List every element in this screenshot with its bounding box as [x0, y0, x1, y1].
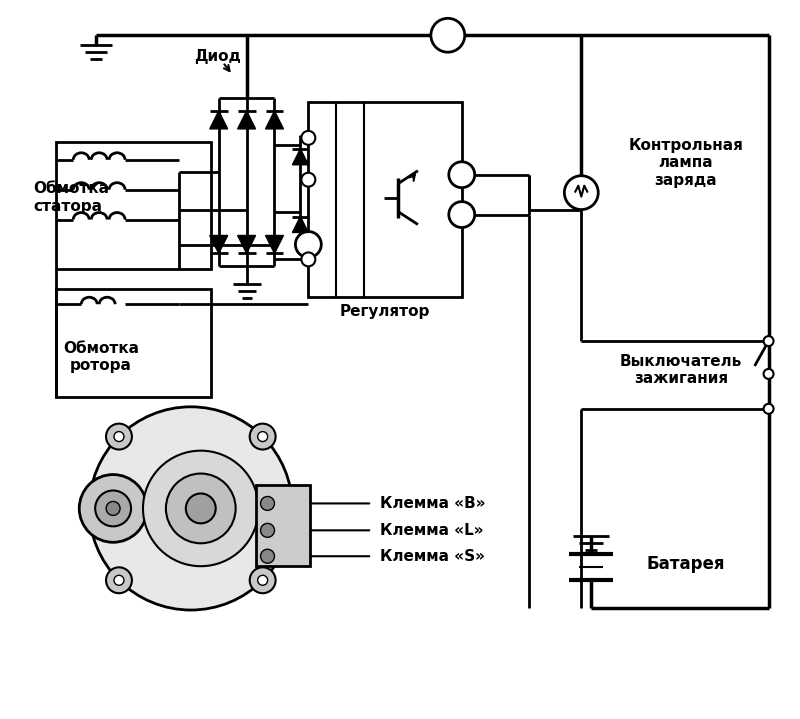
Circle shape	[302, 252, 315, 266]
Circle shape	[261, 549, 274, 563]
Text: Клемма «В»: Клемма «В»	[380, 496, 486, 511]
Circle shape	[106, 423, 132, 449]
Bar	[56, 289, 210, 397]
Circle shape	[250, 423, 276, 449]
Polygon shape	[210, 111, 228, 129]
Circle shape	[114, 575, 124, 585]
Text: Обмотка
ротора: Обмотка ротора	[63, 341, 139, 373]
Circle shape	[250, 567, 276, 593]
Text: E: E	[304, 238, 313, 251]
Circle shape	[114, 431, 124, 441]
Polygon shape	[293, 216, 308, 232]
Circle shape	[261, 496, 274, 510]
Circle shape	[564, 175, 598, 209]
Polygon shape	[238, 236, 255, 253]
Circle shape	[295, 232, 322, 257]
Text: Диод: Диод	[194, 49, 241, 64]
Circle shape	[79, 475, 147, 542]
Circle shape	[261, 523, 274, 537]
Text: S: S	[458, 208, 466, 221]
Text: Клемма «S»: Клемма «S»	[380, 549, 485, 564]
Circle shape	[95, 490, 131, 526]
Circle shape	[166, 474, 236, 544]
Circle shape	[258, 575, 268, 585]
Text: B: B	[442, 28, 453, 42]
Bar	[255, 485, 310, 566]
Text: Обмотка
статора: Обмотка статора	[34, 181, 110, 214]
Circle shape	[143, 451, 258, 566]
Circle shape	[106, 501, 120, 516]
Text: Выключатель
зажигания: Выключатель зажигания	[620, 354, 742, 386]
Text: L: L	[458, 168, 466, 181]
Polygon shape	[210, 236, 228, 253]
Circle shape	[431, 18, 465, 52]
Circle shape	[302, 131, 315, 145]
Circle shape	[763, 404, 774, 414]
Polygon shape	[266, 111, 283, 129]
Circle shape	[302, 173, 315, 187]
Bar	[308, 102, 462, 297]
Circle shape	[106, 567, 132, 593]
Circle shape	[763, 336, 774, 346]
Text: Контрольная
лампа
заряда: Контрольная лампа заряда	[629, 138, 743, 188]
Text: Батарея: Батарея	[646, 555, 725, 573]
Circle shape	[258, 431, 268, 441]
Circle shape	[449, 162, 474, 188]
Circle shape	[449, 201, 474, 227]
Bar	[56, 142, 210, 270]
Circle shape	[90, 407, 293, 610]
Text: Клемма «L»: Клемма «L»	[380, 523, 483, 538]
Text: Регулятор: Регулятор	[340, 303, 430, 319]
Polygon shape	[293, 149, 308, 165]
Polygon shape	[266, 236, 283, 253]
Polygon shape	[238, 111, 255, 129]
Circle shape	[763, 369, 774, 379]
Circle shape	[186, 493, 216, 523]
